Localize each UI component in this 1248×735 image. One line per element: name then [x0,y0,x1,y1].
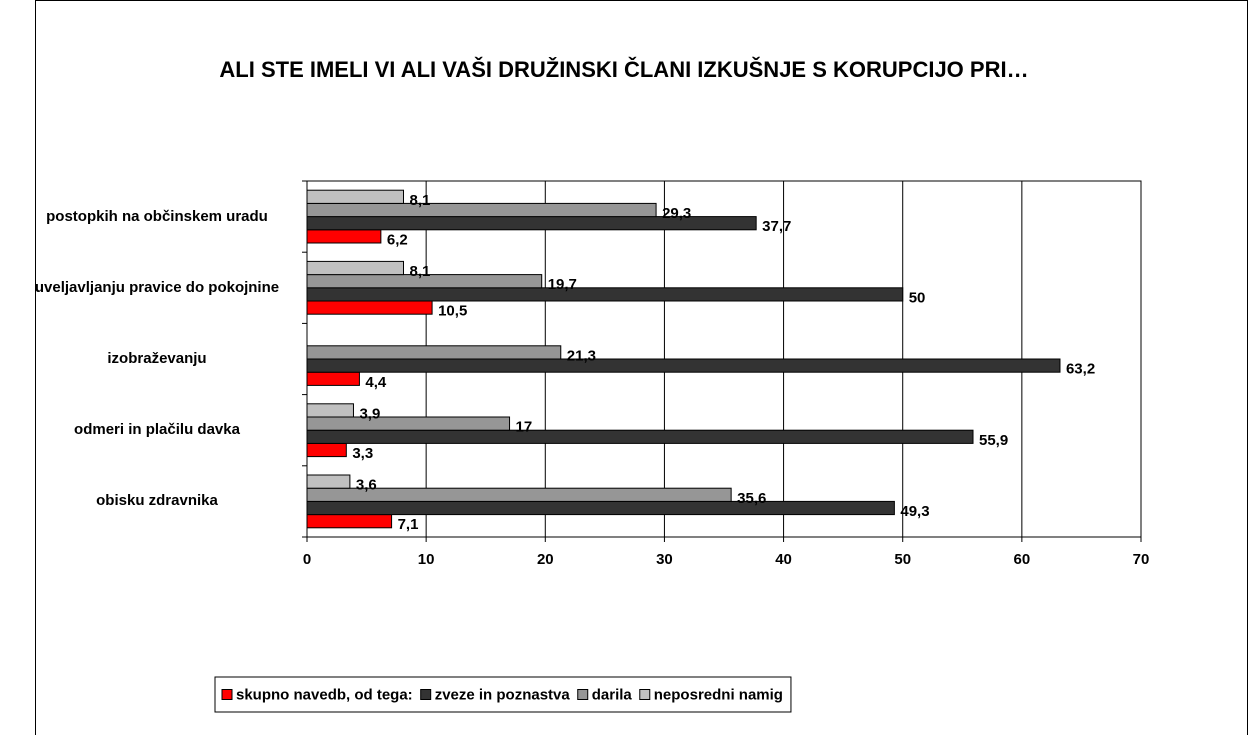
bar [306,202,657,218]
x-tick-label: 10 [418,551,435,568]
bar [306,300,433,315]
legend-box [214,676,792,713]
legend-label: skupno navedb, od tega: [236,687,413,704]
data-label: 19,7 [548,276,577,293]
data-label: 50 [909,289,926,306]
bar [306,260,405,276]
legend-label: neposredni namig [654,687,783,704]
data-label: 29,3 [662,205,691,222]
y-tick-label: odmeri in plačilu davka [74,421,240,439]
legend-swatch [221,689,233,700]
bar [306,358,1061,373]
y-tick-label: obisku zdravnika [96,492,218,510]
y-tick-label: postopkih na občinskem uradu [46,207,268,225]
data-label: 21,3 [567,347,596,364]
bar [306,487,732,502]
bar [306,429,974,444]
bar [306,514,393,529]
data-label: 49,3 [900,503,929,520]
bar [306,229,382,244]
data-label: 10,5 [438,303,467,320]
legend-swatch [639,689,651,700]
chart-title: ALI STE IMELI VI ALI VAŠI DRUŽINSKI ČLAN… [219,57,1029,82]
legend-swatch [577,689,589,700]
data-label: 3,9 [359,405,380,422]
data-label: 7,1 [398,516,419,533]
data-label: 8,1 [410,192,431,209]
bar [306,442,347,458]
bar [306,345,562,360]
x-tick-label: 50 [894,551,911,568]
data-label: 8,1 [410,263,431,280]
x-tick-label: 70 [1133,551,1150,568]
x-tick-label: 20 [537,551,554,568]
bar [306,189,405,204]
x-tick-label: 0 [303,551,311,568]
y-tick-label: uveljavljanju pravice do pokojnine [34,278,280,296]
x-tick-label: 30 [656,551,673,568]
bar [306,371,360,386]
data-label: 4,4 [365,374,387,391]
bar [306,474,351,489]
data-label: 6,2 [387,231,408,248]
legend-label: zveze in poznastva [435,687,571,704]
bar [306,287,904,302]
bar [306,403,354,418]
x-tick-label: 40 [775,551,792,568]
data-label: 3,6 [356,477,377,494]
data-label: 3,3 [352,445,373,462]
data-label: 17 [516,419,533,436]
bar [306,274,543,289]
bar [306,416,511,431]
legend-label: darila [592,687,633,704]
y-tick-label: izobraževanju [107,350,207,367]
x-tick-label: 60 [1014,551,1031,568]
data-label: 63,2 [1066,361,1095,378]
data-label: 55,9 [979,432,1008,449]
data-label: 37,7 [762,218,791,235]
bar [306,500,895,516]
legend-swatch [420,689,432,700]
data-label: 35,6 [737,490,766,507]
